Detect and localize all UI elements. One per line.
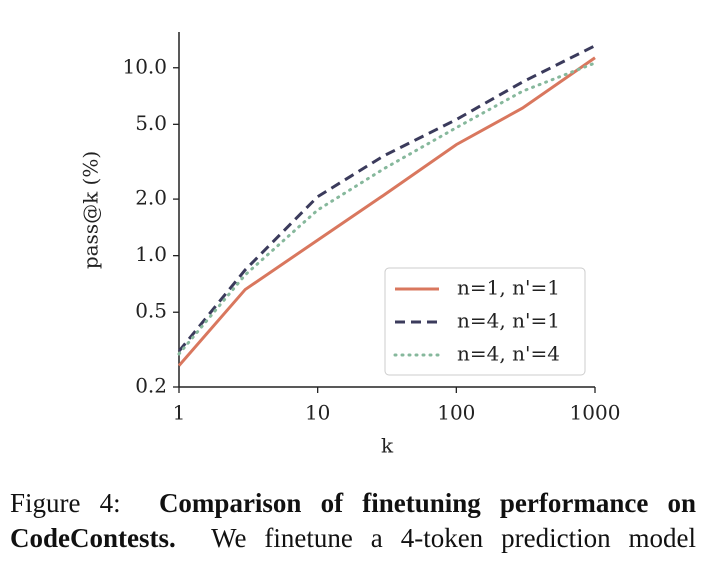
x-axis-label: k xyxy=(381,434,394,458)
x-tick-label: 1 xyxy=(173,401,186,425)
x-tick-label: 1000 xyxy=(570,401,621,425)
x-tick-label: 100 xyxy=(437,401,475,425)
y-tick-label: 2.0 xyxy=(135,186,167,210)
y-axis-label: pass@k (%) xyxy=(79,151,103,269)
legend-box xyxy=(384,267,586,376)
y-tick-label: 5.0 xyxy=(135,111,167,135)
chart: k pass@k (%) 0.2 0.5 1.0 2.0 5.0 10.0 1 10 100 10… xyxy=(79,32,621,458)
legend-label: n=4, n'=1 xyxy=(457,309,560,333)
y-tick-label: 1.0 xyxy=(135,242,167,266)
caption: Figure 4: Comparison of finetuning perfo… xyxy=(10,486,696,556)
x-tick-label: 10 xyxy=(305,401,330,425)
legend-label: n=4, n'=4 xyxy=(457,342,560,366)
y-tick-label: 10.0 xyxy=(122,54,167,78)
series-line xyxy=(177,56,596,367)
legend-label: n=1, n'=1 xyxy=(457,276,560,300)
caption-text: We finetune a 4-token prediction model xyxy=(211,523,696,553)
y-tick-label: 0.2 xyxy=(135,374,167,398)
series-line xyxy=(177,44,596,353)
caption-title: Comparison of finetuning performance on … xyxy=(10,488,696,553)
caption-label: Figure 4: xyxy=(10,488,121,518)
y-tick-label: 0.5 xyxy=(135,299,167,323)
